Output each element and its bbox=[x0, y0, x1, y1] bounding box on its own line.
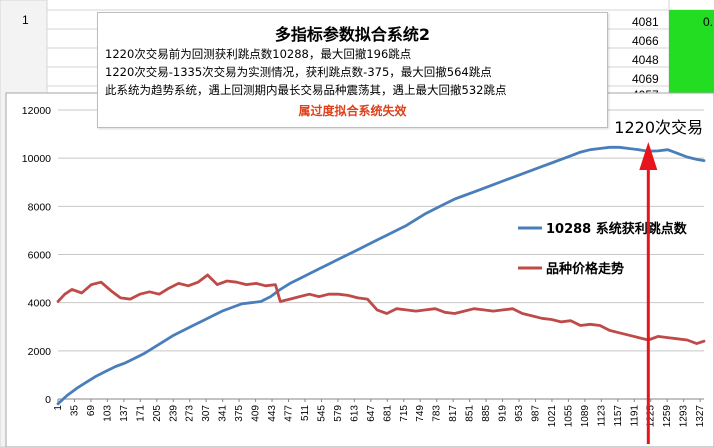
row-number: 1 bbox=[22, 13, 29, 27]
x-tick-label: 987 bbox=[530, 405, 541, 422]
legend-label: 品种价格走势 bbox=[546, 261, 624, 277]
x-tick-label: 239 bbox=[168, 405, 179, 422]
x-tick-label: 1191 bbox=[629, 405, 640, 427]
y-tick-label: 0 bbox=[45, 394, 51, 406]
x-tick-label: 613 bbox=[349, 405, 360, 422]
x-tick-label: 375 bbox=[234, 405, 245, 422]
x-tick-label: 69 bbox=[86, 405, 97, 417]
x-tick-label: 273 bbox=[185, 405, 196, 422]
x-tick-label: 511 bbox=[300, 405, 311, 421]
x-tick-label: 545 bbox=[316, 405, 327, 422]
x-axis-tick-labels: 1 35 69 103 137 171 205 239 273 307 341 375 409 443 47… bbox=[53, 399, 706, 427]
y-axis-tick-labels: 0 2000 4000 6000 8000 10000 12000 bbox=[22, 105, 51, 406]
annotation-arrow-head bbox=[639, 142, 658, 170]
x-tick-label: 1 bbox=[53, 405, 64, 411]
textbox-line: 1220次交易-1335次交易为实测情况，获利跳点数-375，最大回撤564跳点 bbox=[105, 65, 492, 79]
x-tick-label: 1327 bbox=[695, 405, 706, 428]
x-tick-label: 35 bbox=[69, 405, 80, 417]
x-tick-label: 477 bbox=[284, 405, 295, 422]
x-tick-label: 647 bbox=[366, 405, 377, 422]
x-tick-label: 1225 bbox=[646, 405, 657, 428]
info-textbox[interactable]: 多指标参数拟合系统2 1220次交易前为回测获利跳点数10288，最大回撤196… bbox=[97, 12, 608, 128]
cell-value: 4066 bbox=[632, 34, 659, 48]
cell-value: 4069 bbox=[632, 72, 659, 86]
x-tick-label: 171 bbox=[135, 405, 146, 422]
x-tick-label: 1293 bbox=[679, 405, 690, 428]
series-line-price[interactable] bbox=[56, 273, 706, 346]
x-tick-label: 307 bbox=[201, 405, 212, 422]
annotation-label: 1220次交易 bbox=[614, 118, 703, 137]
x-tick-label: 681 bbox=[382, 405, 393, 422]
x-tick-label: 851 bbox=[465, 405, 476, 422]
series-layer bbox=[56, 145, 706, 406]
x-tick-label: 783 bbox=[432, 405, 443, 422]
y-tick-label: 2000 bbox=[28, 346, 52, 358]
x-tick-label: 137 bbox=[119, 405, 130, 422]
cell-value: 4081 bbox=[632, 15, 659, 29]
series-line-profit[interactable] bbox=[56, 145, 706, 406]
x-tick-label: 1259 bbox=[662, 405, 673, 428]
x-tick-label: 205 bbox=[152, 405, 163, 422]
x-tick-label: 409 bbox=[251, 405, 262, 422]
legend-label: 10288 系统获利跳点数 bbox=[546, 221, 688, 237]
x-tick-label: 1157 bbox=[613, 405, 624, 427]
x-tick-label: 1123 bbox=[596, 405, 607, 427]
textbox-title: 多指标参数拟合系统2 bbox=[274, 25, 431, 44]
x-tick-label: 919 bbox=[498, 405, 509, 422]
green-cell-value: 0. bbox=[703, 15, 714, 29]
textbox-line: 1220次交易前为回测获利跳点数10288，最大回撤196跳点 bbox=[105, 47, 412, 61]
green-cell bbox=[669, 10, 714, 95]
x-tick-label: 341 bbox=[218, 405, 229, 422]
x-tick-label: 885 bbox=[481, 405, 492, 422]
x-tick-label: 715 bbox=[399, 405, 410, 422]
y-tick-label: 10000 bbox=[22, 153, 51, 165]
y-tick-label: 8000 bbox=[28, 201, 52, 213]
cell-value: 4048 bbox=[632, 53, 659, 67]
x-tick-label: 817 bbox=[448, 405, 459, 422]
x-tick-label: 953 bbox=[514, 405, 525, 422]
x-tick-label: 579 bbox=[333, 405, 344, 422]
y-tick-label: 6000 bbox=[28, 250, 52, 262]
x-tick-label: 1021 bbox=[547, 405, 558, 428]
y-tick-label: 4000 bbox=[28, 298, 52, 310]
x-tick-label: 443 bbox=[267, 405, 278, 422]
annotation-layer: 1220次交易 bbox=[614, 118, 703, 444]
textbox-line: 此系统为趋势系统，遇上回测期内最长交易品种震荡其，遇上最大回撤532跳点 bbox=[105, 83, 507, 97]
y-tick-label: 12000 bbox=[22, 105, 51, 117]
x-tick-label: 1089 bbox=[580, 405, 591, 428]
x-tick-label: 1055 bbox=[563, 405, 574, 428]
x-tick-label: 103 bbox=[102, 405, 113, 422]
x-tick-label: 749 bbox=[415, 405, 426, 422]
textbox-warning: 属过度拟合系统失效 bbox=[298, 104, 407, 118]
